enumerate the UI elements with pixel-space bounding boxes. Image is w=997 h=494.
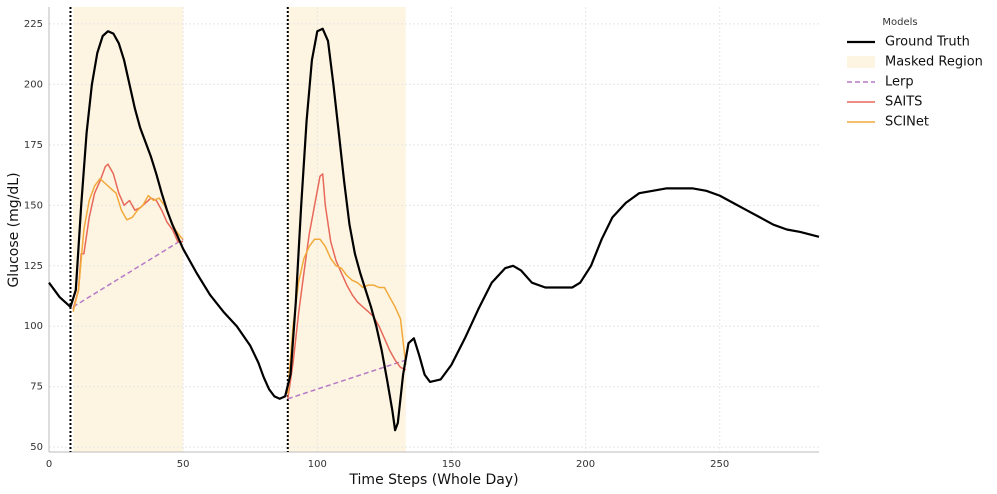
legend-label: Lerp xyxy=(885,75,914,90)
y-tick-label: 200 xyxy=(24,79,43,90)
y-tick-label: 75 xyxy=(30,382,43,393)
x-tick-label: 0 xyxy=(46,459,52,470)
legend-label: Ground Truth xyxy=(885,35,970,50)
x-tick-label: 150 xyxy=(442,459,461,470)
x-axis-title: Time Steps (Whole Day) xyxy=(348,472,518,488)
legend-label: Masked Region xyxy=(885,55,983,70)
x-tick-label: 200 xyxy=(576,459,595,470)
y-tick-label: 125 xyxy=(24,261,43,272)
legend-title: Models xyxy=(882,17,917,28)
series-line xyxy=(48,27,820,432)
y-tick-label: 100 xyxy=(24,321,43,332)
x-tick-label: 100 xyxy=(308,459,327,470)
y-axis-title: Glucose (mg/dL) xyxy=(6,172,22,287)
x-tick-label: 50 xyxy=(177,459,190,470)
series-line xyxy=(72,238,407,400)
legend-swatch xyxy=(847,56,875,68)
y-tick-label: 225 xyxy=(24,19,43,30)
series-line xyxy=(72,163,407,399)
legend-label: SCINet xyxy=(885,115,929,130)
legend-label: SAITS xyxy=(885,95,922,110)
y-tick-label: 50 xyxy=(30,442,43,453)
y-tick-label: 175 xyxy=(24,140,43,151)
y-tick-label: 150 xyxy=(24,200,43,211)
x-tick-label: 250 xyxy=(710,459,729,470)
